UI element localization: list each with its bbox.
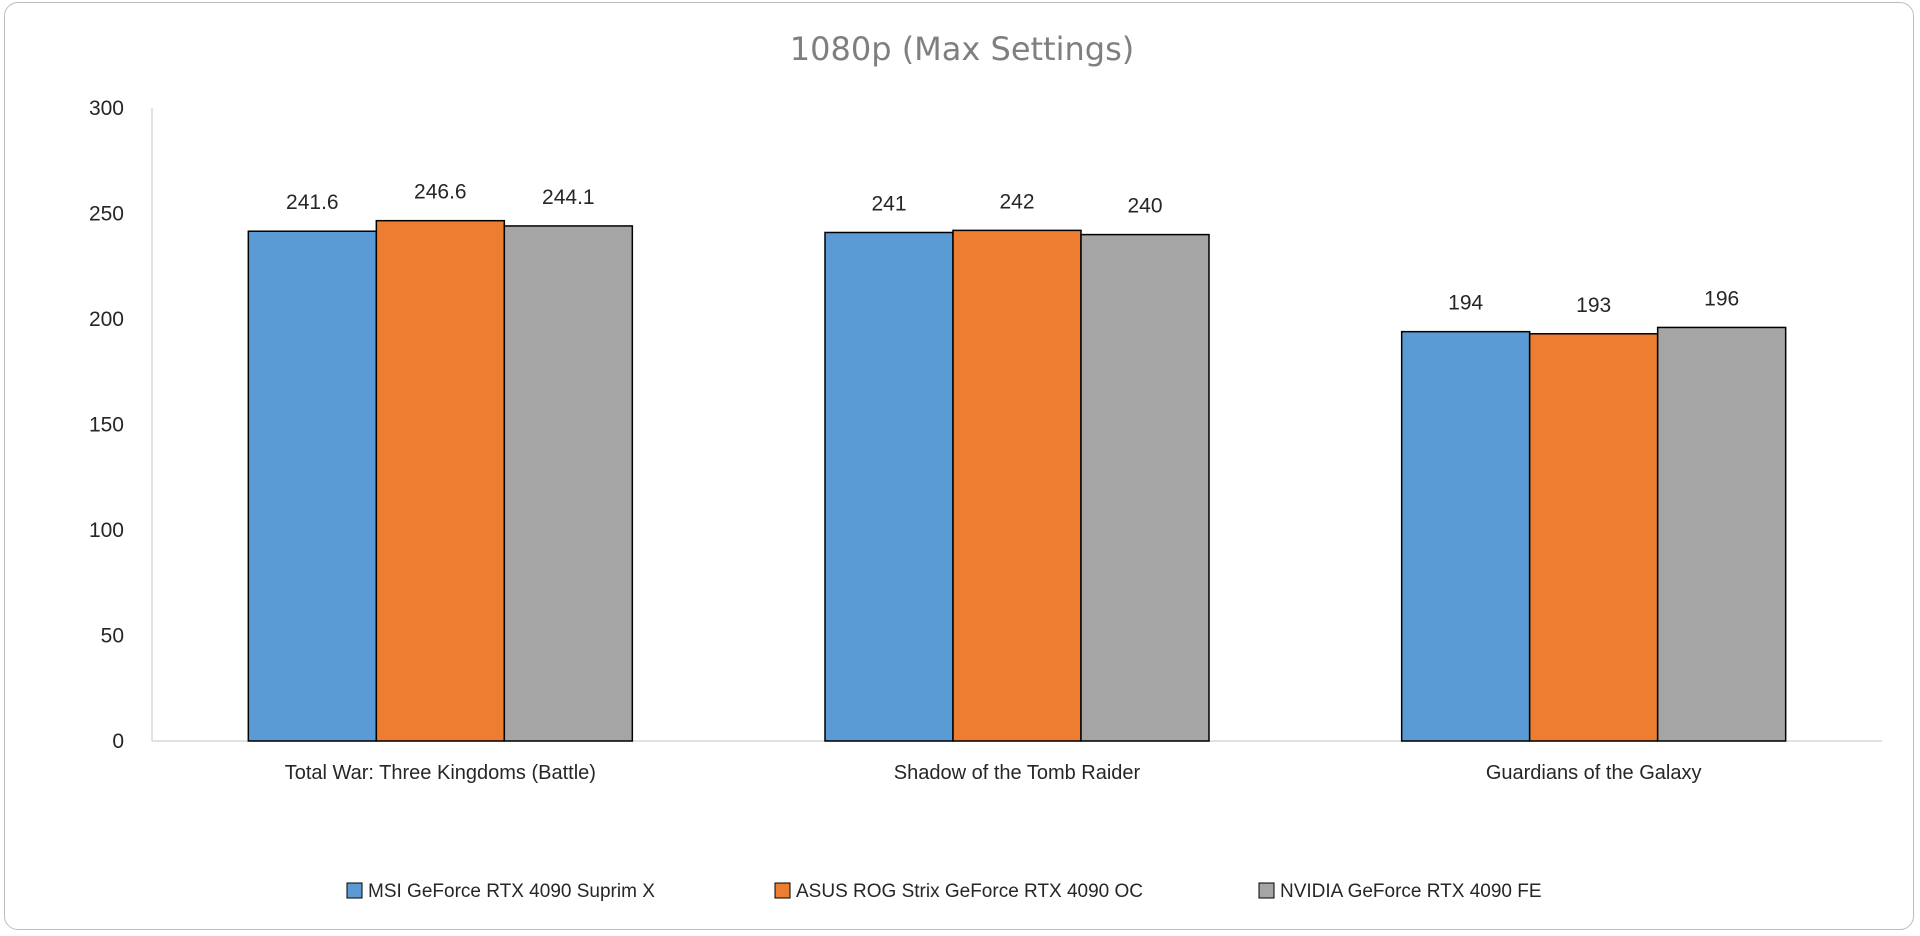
bar — [247, 230, 378, 742]
x-category-label: Total War: Three Kingdoms (Battle) — [285, 762, 596, 784]
bar — [503, 225, 634, 742]
y-tick-label: 150 — [89, 414, 124, 437]
legend: MSI GeForce RTX 4090 Suprim X ASUS ROG St… — [346, 881, 1542, 902]
legend-swatch — [1258, 882, 1275, 899]
data-label: 194 — [1448, 292, 1483, 315]
legend-label: MSI GeForce RTX 4090 Suprim X — [368, 881, 655, 902]
y-tick-label: 50 — [101, 625, 124, 648]
x-axis: Total War: Three Kingdoms (Battle) Shadow… — [152, 740, 1882, 784]
x-category-label: Shadow of the Tomb Raider — [894, 762, 1141, 784]
data-label: 246.6 — [414, 181, 467, 204]
data-label: 244.1 — [542, 186, 595, 209]
x-category-label: Guardians of the Galaxy — [1486, 762, 1702, 784]
y-tick-label: 250 — [89, 203, 124, 226]
y-tick-label: 100 — [89, 519, 124, 542]
data-label: 242 — [999, 190, 1034, 213]
legend-label: NVIDIA GeForce RTX 4090 FE — [1280, 881, 1542, 902]
bar — [375, 219, 506, 742]
bars: 241.6 246.6 244.1 241 242 240 194 193 196 — [247, 181, 1787, 742]
y-axis: 0 50 100 150 200 250 300 — [89, 97, 153, 753]
bar — [1656, 326, 1787, 742]
bar — [824, 231, 954, 742]
legend-swatch — [346, 882, 363, 899]
y-tick-label: 300 — [89, 97, 124, 120]
bar — [1080, 233, 1210, 742]
chart-title: 1080p (Max Settings) — [790, 30, 1134, 68]
bar — [1528, 333, 1659, 742]
bar — [1400, 330, 1531, 742]
data-label: 241.6 — [286, 191, 339, 214]
data-label: 193 — [1576, 294, 1611, 317]
legend-swatch — [774, 882, 791, 899]
legend-label: ASUS ROG Strix GeForce RTX 4090 OC — [796, 881, 1143, 902]
data-label: 241 — [871, 192, 906, 215]
y-tick-label: 0 — [112, 730, 124, 753]
data-label: 196 — [1704, 287, 1739, 310]
data-label: 240 — [1127, 195, 1162, 218]
y-tick-label: 200 — [89, 308, 124, 331]
bar — [952, 229, 1082, 742]
